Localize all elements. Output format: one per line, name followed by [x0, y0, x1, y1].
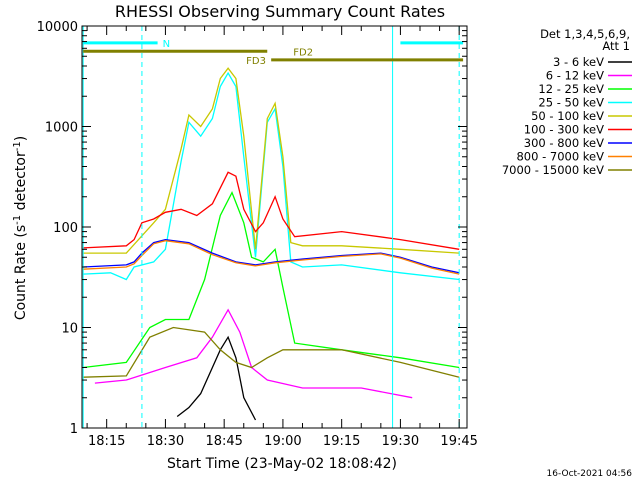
series-line-2: [83, 191, 460, 369]
series-layer: [83, 67, 460, 421]
series-line-7: [83, 240, 460, 275]
axes-layer: 1 10 100 1000 10000 18:15 18:30 18:45 19:00 19:15…: [37, 20, 478, 449]
legend-label-8: 7000 - 15000 keV: [502, 163, 604, 177]
series-line-6: [83, 238, 460, 274]
annotation-label-1: FD2: [293, 47, 313, 58]
series-line-8: [83, 326, 460, 378]
series-line-0: [176, 335, 257, 421]
legend-label-0: 3 - 6 keV: [553, 55, 604, 69]
x-tick-label-5: 19:30: [382, 434, 419, 449]
legend-header-line1: Det 1,3,4,5,6,9,: [540, 27, 630, 41]
legend-label-3: 25 - 50 keV: [538, 96, 604, 110]
x-tick-label-1: 18:30: [147, 434, 184, 449]
x-tick-label-0: 18:15: [88, 434, 125, 449]
legend-label-1: 6 - 12 keV: [546, 69, 604, 83]
x-tick-label-3: 19:00: [264, 434, 301, 449]
legend-label-5: 100 - 300 keV: [524, 123, 604, 137]
annotation-label-2: FD3: [246, 56, 266, 67]
x-tick-label-4: 19:15: [323, 434, 360, 449]
series-line-5: [83, 171, 460, 250]
series-line-4: [83, 67, 460, 254]
y-tick-label-4: 10000: [37, 20, 78, 35]
series-line-3: [83, 71, 460, 281]
generated-timestamp: 16-Oct-2021 04:56: [547, 469, 633, 479]
x-axis-label: Start Time (23-May-02 18:08:42): [167, 456, 397, 472]
legend-label-2: 12 - 25 keV: [538, 82, 604, 96]
y-axis-label: Count Rate (s-1 detector-1): [12, 136, 29, 320]
legend-header-line2: Att 1: [602, 39, 630, 53]
y-tick-label-2: 100: [53, 221, 78, 236]
y-tick-label-0: 1: [70, 422, 78, 437]
legend-label-4: 50 - 100 keV: [531, 109, 604, 123]
chart-title: RHESSI Observing Summary Count Rates: [115, 2, 445, 21]
legend-label-7: 800 - 7000 keV: [516, 150, 604, 164]
series-line-1: [94, 308, 413, 399]
legend-label-6: 300 - 800 keV: [524, 136, 604, 150]
y-tick-label-3: 1000: [45, 121, 78, 136]
x-tick-label-2: 18:45: [205, 434, 242, 449]
annotation-label-0: N: [163, 39, 170, 50]
y-tick-label-1: 10: [61, 322, 78, 337]
x-tick-label-6: 19:45: [440, 434, 477, 449]
